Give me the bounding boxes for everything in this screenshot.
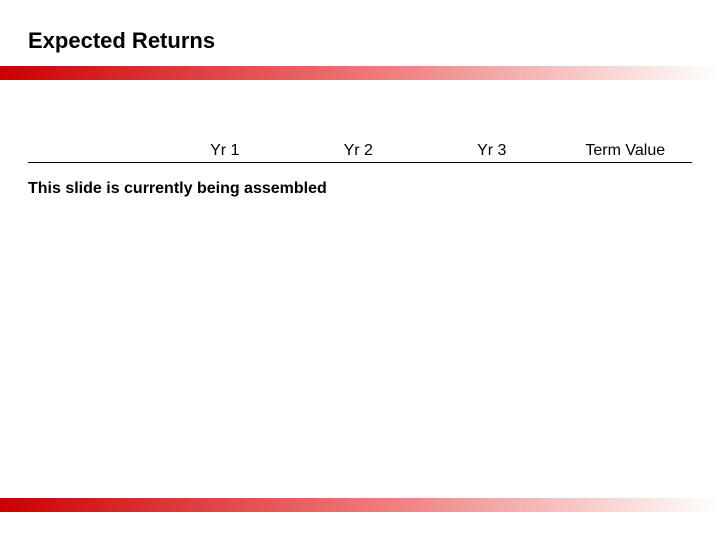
table-header-col-yr3: Yr 3 bbox=[425, 142, 559, 160]
title-accent-bar bbox=[0, 66, 720, 80]
table-header-col-termvalue: Term Value bbox=[559, 142, 693, 160]
slide-title: Expected Returns bbox=[28, 28, 215, 54]
table-header-col-yr1: Yr 1 bbox=[158, 142, 292, 160]
returns-table: Yr 1 Yr 2 Yr 3 Term Value bbox=[28, 142, 692, 163]
footer-accent-bar bbox=[0, 498, 720, 512]
table-header-blank bbox=[28, 142, 158, 160]
slide-container: Expected Returns Yr 1 Yr 2 Yr 3 Term Val… bbox=[0, 0, 720, 540]
table-header-row: Yr 1 Yr 2 Yr 3 Term Value bbox=[28, 142, 692, 163]
table-header-col-yr2: Yr 2 bbox=[292, 142, 426, 160]
assembly-note: This slide is currently being assembled bbox=[28, 180, 327, 198]
